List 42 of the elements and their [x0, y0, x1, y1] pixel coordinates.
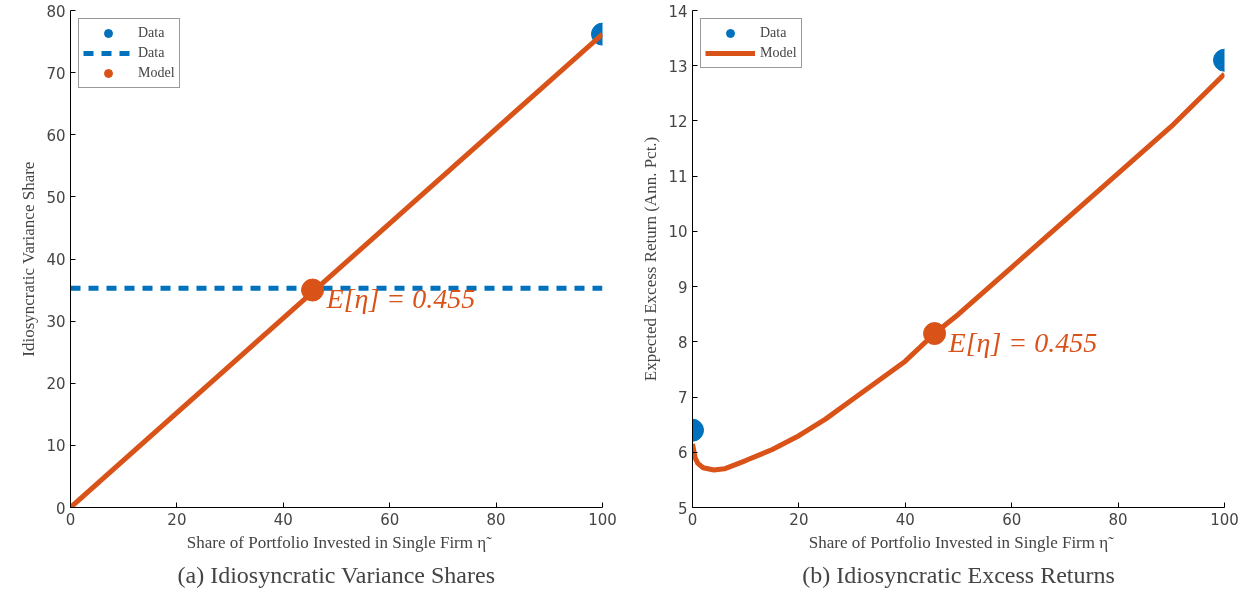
x-tick-label: 100 [1210, 510, 1239, 529]
y-tick-label: 8 [677, 333, 688, 352]
annotation: E[η] = 0.455 [947, 326, 1098, 358]
y-tick-label: 70 [46, 64, 66, 83]
y-tick-label: 7 [677, 389, 688, 408]
y-tick-label: 12 [668, 112, 688, 131]
x-tick-label: 40 [895, 510, 915, 529]
x-tick-label: 40 [273, 510, 293, 529]
y-tick-label: 80 [46, 2, 66, 21]
y-tick-label: 6 [677, 444, 688, 463]
annotation: E[η] = 0.455 [325, 283, 476, 315]
y-tick-label: 40 [46, 251, 66, 269]
y-axis-title: Expected Excess Return (Ann. Pct.) [641, 136, 661, 382]
y-tick-label: 14 [668, 2, 688, 21]
x-tick-label: 20 [167, 510, 187, 529]
x-tick-label: 80 [1108, 510, 1128, 529]
x-tick-label: 100 [588, 510, 617, 529]
y-tick-label: 30 [46, 313, 66, 332]
text: (b) Idiosyncratic Excess Returns [802, 561, 1115, 588]
point [923, 322, 947, 346]
y-tick-label: 5 [677, 499, 688, 518]
legend-label: Data [760, 25, 787, 41]
x-tick-label: 80 [486, 510, 506, 529]
y-tick-label: 10 [668, 223, 688, 242]
y-tick-label: 9 [677, 278, 688, 297]
text: (a) Idiosyncratic Variance Shares [177, 561, 495, 588]
legend-label: Data [138, 45, 165, 61]
x-tick-label: 20 [789, 510, 809, 529]
y-tick-label: 50 [46, 188, 66, 207]
y-tick-label: 11 [668, 168, 688, 187]
x-axis-title: Share of Portfolio Invested in Single Firm η̃ [808, 532, 1115, 552]
y-tick-label: 20 [46, 375, 66, 394]
y-tick-label: 10 [46, 437, 66, 456]
legend-label: Model [138, 65, 175, 81]
x-tick-label: 60 [1002, 510, 1022, 529]
legend-label: Model [760, 45, 797, 61]
x-tick-label: 60 [380, 510, 400, 529]
y-axis-title: Idiosyncratic Variance Share [19, 161, 39, 357]
x-axis-title: Share of Portfolio Invested in Single Firm η̃ [186, 532, 493, 552]
y-tick-label: 60 [46, 126, 66, 145]
legend-label: Data [138, 25, 165, 41]
y-tick-label: 13 [668, 57, 688, 76]
